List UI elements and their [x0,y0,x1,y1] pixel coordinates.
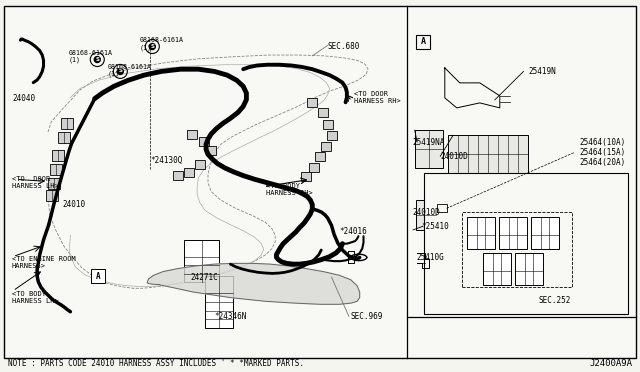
Text: 25464(10A)
25464(15A)
25464(20A): 25464(10A) 25464(15A) 25464(20A) [579,138,625,167]
Bar [58,132,70,143]
Text: SEC.680: SEC.680 [328,42,360,51]
Text: J2400A9A: J2400A9A [589,359,632,369]
Bar [318,108,328,116]
Bar [323,119,333,128]
Bar [184,240,220,282]
Text: 25410G: 25410G [416,253,444,262]
Text: *24016: *24016 [339,227,367,236]
Bar [416,35,430,49]
Bar [531,217,559,249]
Bar [483,253,511,285]
Text: A: A [95,272,100,281]
Text: 24010D: 24010D [412,208,440,217]
Text: NOTE : PARTS CODE 24010 HARNESS ASSY INCLUDES ' * *MARKED PARTS.: NOTE : PARTS CODE 24010 HARNESS ASSY INC… [8,359,304,369]
Bar [206,145,216,154]
Bar [46,190,58,201]
Bar [462,212,572,287]
Text: <TO DOOR
HARNESS RH>: <TO DOOR HARNESS RH> [354,91,401,104]
Text: 25419N: 25419N [528,67,556,76]
Bar [326,131,337,140]
Bar [424,173,628,314]
Text: A: A [420,37,426,46]
Text: <TO ENGINE ROOM
HARNESS>: <TO ENGINE ROOM HARNESS> [12,256,76,269]
Bar [416,200,436,230]
Bar [50,164,62,175]
Text: 08168-6161A
(1): 08168-6161A (1) [140,37,184,51]
Circle shape [94,57,100,62]
Polygon shape [48,55,368,288]
Text: *24130Q: *24130Q [150,155,183,164]
Bar [315,152,325,161]
Circle shape [149,44,156,49]
Bar [205,276,233,328]
Bar [301,171,311,180]
Bar [195,160,205,169]
Polygon shape [147,263,360,304]
Bar [467,217,495,249]
Text: <TO  DOOR
HARNESS LH>: <TO DOOR HARNESS LH> [12,176,58,189]
Text: <TO BODY
HARNESS LH>: <TO BODY HARNESS LH> [12,291,58,304]
Bar [52,150,65,161]
Text: 25419NA: 25419NA [412,138,445,147]
Text: 24040: 24040 [13,94,36,103]
Bar [308,163,319,171]
Text: 24010: 24010 [63,200,86,209]
Bar [173,171,183,180]
Bar [321,142,332,151]
Text: 24010D: 24010D [440,152,468,161]
Text: S: S [150,44,154,48]
Bar [187,130,197,139]
Bar [515,253,543,285]
Bar [307,98,317,107]
Text: SEC.969: SEC.969 [351,312,383,321]
Text: *25410: *25410 [421,222,449,231]
Bar [198,137,209,146]
Bar [61,118,73,129]
Text: S: S [95,57,99,61]
Bar [48,177,60,189]
Circle shape [117,68,124,74]
Bar [499,217,527,249]
Bar [91,269,105,283]
Bar [415,130,443,168]
Text: <TO BODY
HARNESS RH>: <TO BODY HARNESS RH> [266,183,312,196]
Bar [184,168,194,177]
Text: *24346N: *24346N [214,312,247,321]
Text: S: S [118,68,122,73]
Bar [448,135,528,173]
Text: 24271C: 24271C [191,273,218,282]
Text: SEC.252: SEC.252 [539,296,572,305]
Text: 08168-6161A
(1): 08168-6161A (1) [69,50,113,63]
Text: 08168-6161A
(1): 08168-6161A (1) [108,64,152,77]
